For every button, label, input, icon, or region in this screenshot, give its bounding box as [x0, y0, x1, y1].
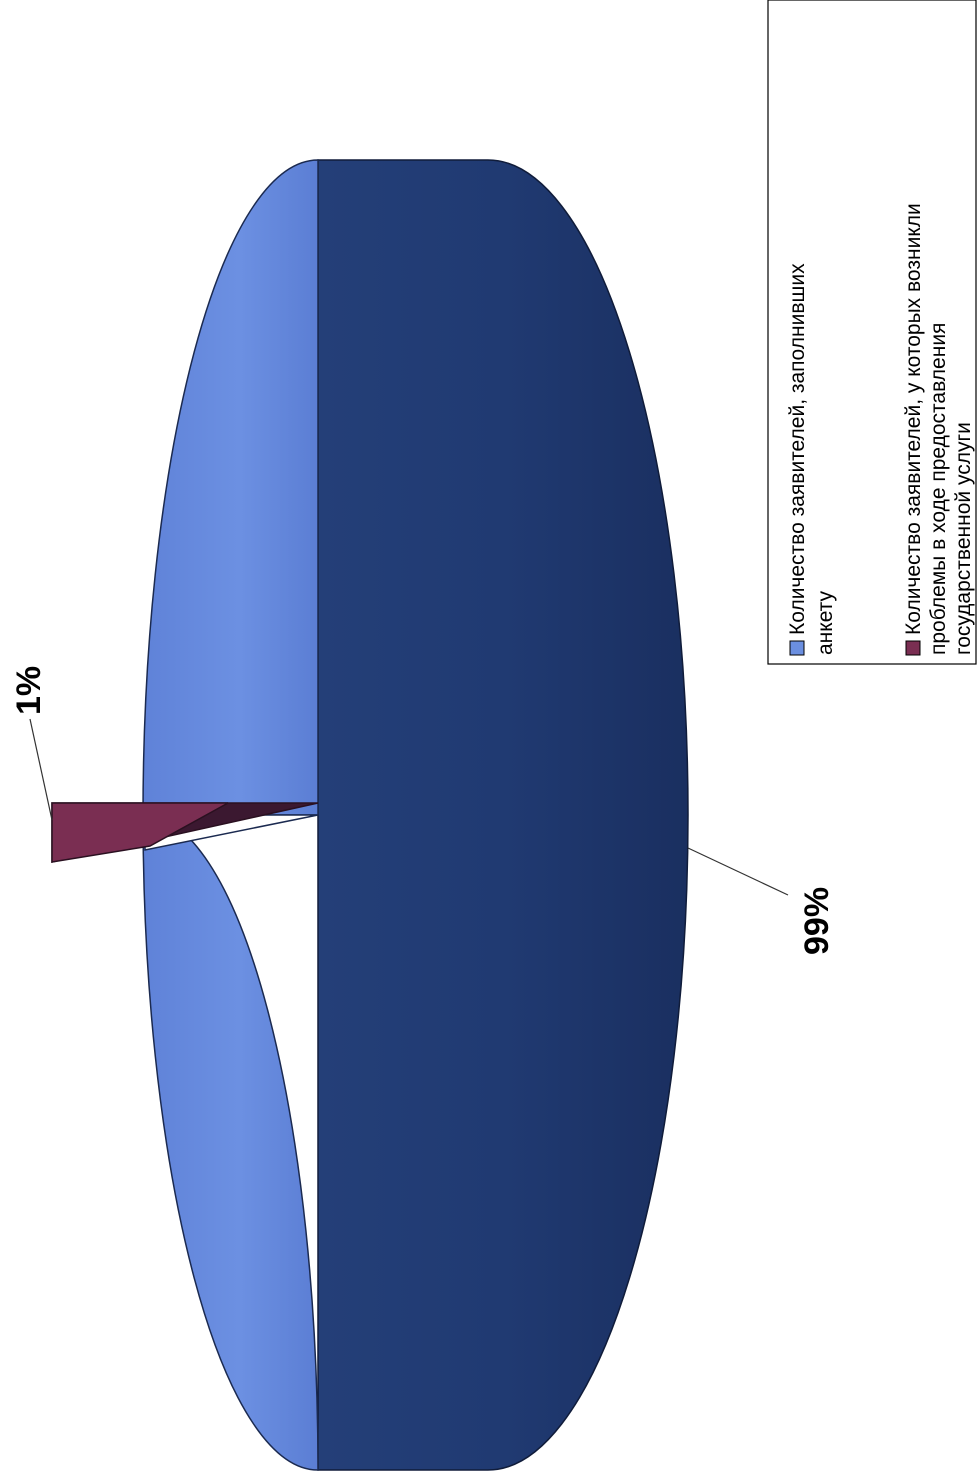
legend-label-1-line-2: анкету: [814, 590, 837, 655]
pie-side: [317, 159, 689, 1471]
legend: Количество заявителей, заполнивших анкет…: [767, 0, 977, 665]
legend-box: [767, 0, 977, 665]
legend-label-2-line-1: Количество заявителей, у которых возникл…: [902, 203, 925, 635]
data-label-small: 1%: [10, 666, 48, 715]
leader-line-main: [687, 847, 789, 896]
legend-swatch-2: [905, 640, 921, 656]
legend-label-1-line-1: Количество заявителей, заполнивших: [786, 263, 809, 635]
data-label-main: 99%: [798, 887, 836, 955]
legend-swatch-1: [789, 640, 805, 656]
legend-label-2-line-3: государственной услуги: [952, 422, 975, 655]
leader-line-small: [29, 718, 53, 821]
legend-label-2-line-2: проблемы в ходе предоставления: [927, 323, 950, 655]
pie-slice-small: [51, 802, 319, 864]
